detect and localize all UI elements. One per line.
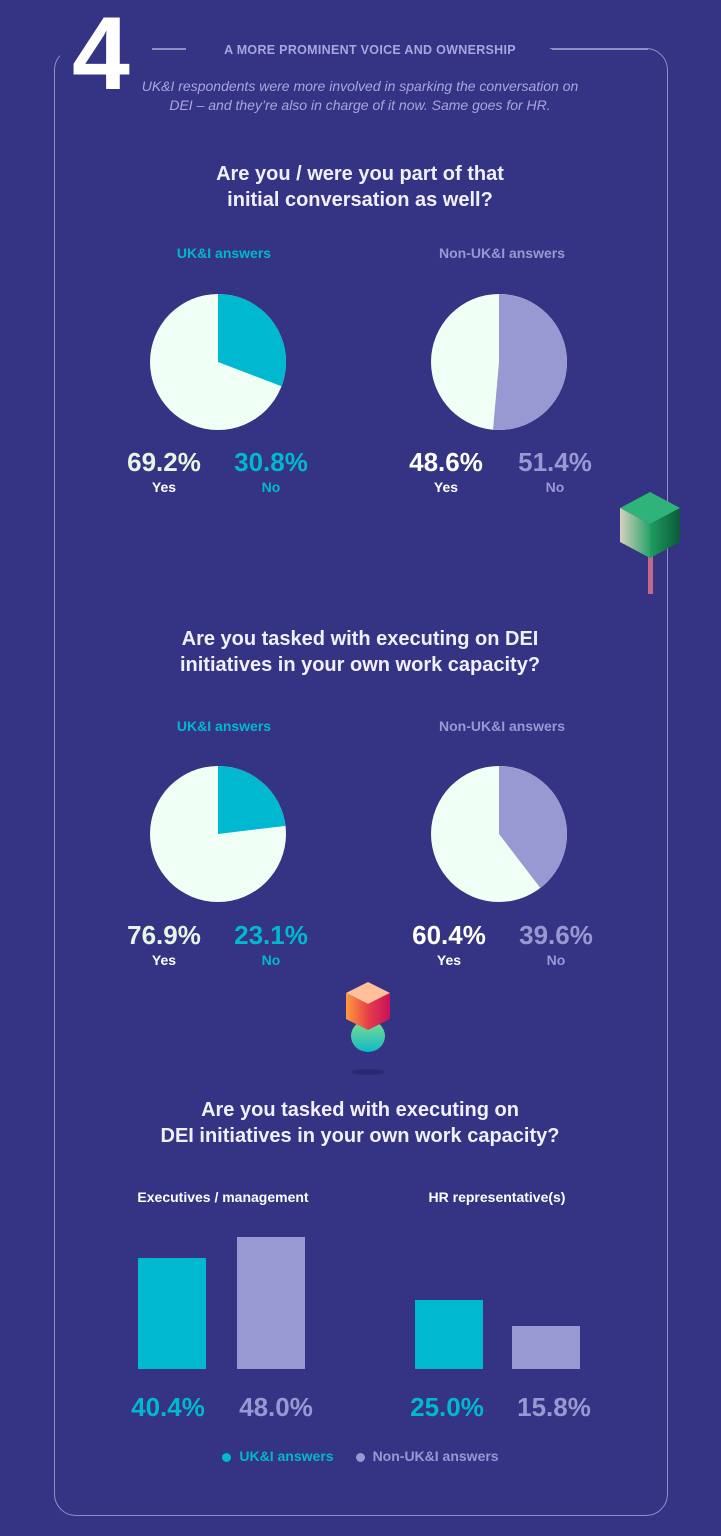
slice-label: No (261, 479, 281, 495)
question-title-3: Are you tasked with executing on DEI ini… (60, 1097, 660, 1149)
data-label: 39.6% (519, 920, 593, 950)
data-label: 40.4% (131, 1392, 205, 1422)
question-title-1: Are you / were you part of that initial … (60, 161, 660, 213)
data-label: 30.8% (234, 447, 308, 477)
legend-label: Non-UK&I answers (372, 1448, 499, 1464)
title-line: Are you tasked with executing on DEI (181, 628, 539, 650)
data-label: 25.0% (410, 1392, 484, 1422)
legend: UK&I answers Non-UK&I answers (0, 1448, 721, 1464)
title-line: initiatives in your own work capacity? (179, 654, 541, 676)
pie-slice-no (493, 294, 567, 430)
data-label: 51.4% (518, 447, 592, 477)
pie-label-non-uki: Non-UK&I answers (438, 718, 566, 734)
title-line: Are you / were you part of that (216, 163, 504, 185)
title-line: Are you tasked with executing on (201, 1099, 519, 1121)
frame-gap (150, 40, 550, 60)
data-label: 48.0% (239, 1392, 313, 1422)
pie-slice-no (499, 766, 567, 888)
slice-label: Yes (433, 479, 459, 495)
pie-slice-no (218, 294, 286, 387)
pie-chart-uki (150, 766, 286, 902)
title-line: DEI initiatives in your own work capacit… (160, 1125, 560, 1147)
pie-label-uki: UK&I answers (176, 245, 272, 261)
bar-uki (138, 1257, 206, 1369)
legend-item-non-uki: Non-UK&I answers (355, 1448, 499, 1464)
category-label: HR representative(s) (428, 1189, 566, 1205)
category-label: Executives / management (137, 1189, 309, 1205)
slice-label: No (546, 952, 566, 968)
slice-label: No (261, 952, 281, 968)
legend-label: UK&I answers (239, 1448, 334, 1464)
cube-decoration-icon (346, 982, 390, 1075)
data-label: 76.9% (127, 920, 201, 950)
data-label: 60.4% (412, 920, 486, 950)
data-label: 69.2% (127, 447, 201, 477)
legend-item-uki: UK&I answers (222, 1448, 334, 1464)
pie-chart-non-uki (431, 294, 567, 430)
pie-chart-non-uki (431, 766, 567, 902)
section-intro: UK&I respondents were more involved in s… (141, 78, 579, 113)
question-title-2: Are you tasked with executing on DEI ini… (60, 626, 660, 678)
slice-label: Yes (151, 479, 177, 495)
pie-label-uki: UK&I answers (176, 718, 272, 734)
data-label: 48.6% (409, 447, 483, 477)
bar-uki (415, 1300, 483, 1369)
divider (552, 48, 648, 50)
bar-non-uki (237, 1237, 305, 1369)
frame-gap (60, 40, 156, 60)
section-number: 4 (72, 0, 130, 112)
slice-label: No (545, 479, 565, 495)
cube-decoration-icon (620, 492, 680, 594)
pie-chart-uki (150, 294, 286, 430)
data-label: 23.1% (234, 920, 308, 950)
title-line: initial conversation as well? (227, 189, 493, 211)
bar-non-uki (512, 1325, 580, 1369)
pie-slice-no (218, 766, 286, 834)
legend-dot-icon (355, 1452, 365, 1462)
slice-label: Yes (436, 952, 462, 968)
pie-label-non-uki: Non-UK&I answers (438, 245, 566, 261)
slice-label: Yes (151, 952, 177, 968)
divider (152, 48, 186, 50)
section-kicker: A MORE PROMINENT VOICE AND OWNERSHIP (224, 43, 516, 57)
data-label: 15.8% (517, 1392, 591, 1422)
legend-dot-icon (222, 1452, 232, 1462)
